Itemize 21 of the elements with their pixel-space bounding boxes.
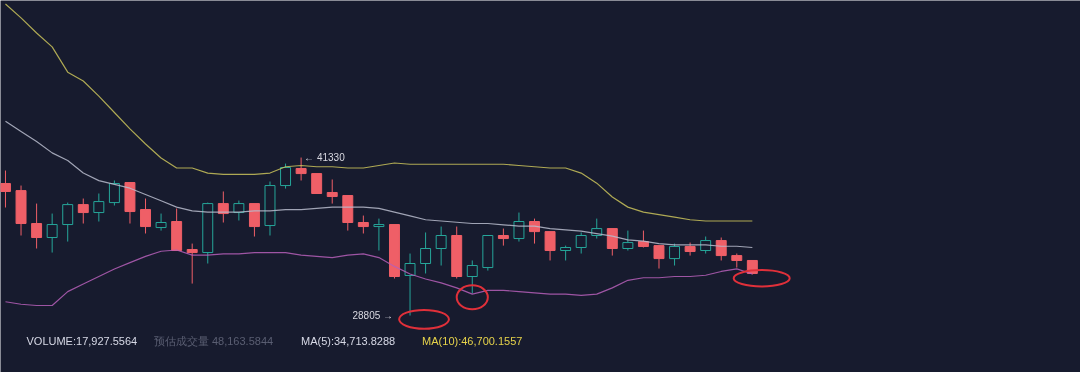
- candlestick: [326, 179, 338, 205]
- candlestick: [420, 231, 432, 274]
- candlestick: [217, 190, 229, 224]
- candlestick: [575, 231, 587, 255]
- annotation: MA(5):34,713.8288: [301, 334, 396, 347]
- candlestick: [622, 230, 634, 252]
- candlestick: [31, 203, 43, 249]
- candlestick: [264, 181, 276, 237]
- annotation: 预估成交量 48,163.5844: [153, 334, 274, 347]
- annotation: MA(10):46,700.1557: [422, 334, 523, 347]
- candlestick: [0, 170, 11, 208]
- candlestick: [155, 213, 167, 232]
- annotation: VOLUME:17,927.5564: [26, 334, 138, 347]
- candlestick: [404, 253, 416, 317]
- annotation: ← 41330: [304, 152, 346, 164]
- candlestick: [513, 212, 525, 243]
- candlestick: [373, 218, 385, 252]
- candlestick: [295, 157, 307, 182]
- annotation: 28805 →: [352, 310, 394, 322]
- candlestick: [15, 185, 27, 237]
- candlestick: [46, 213, 58, 254]
